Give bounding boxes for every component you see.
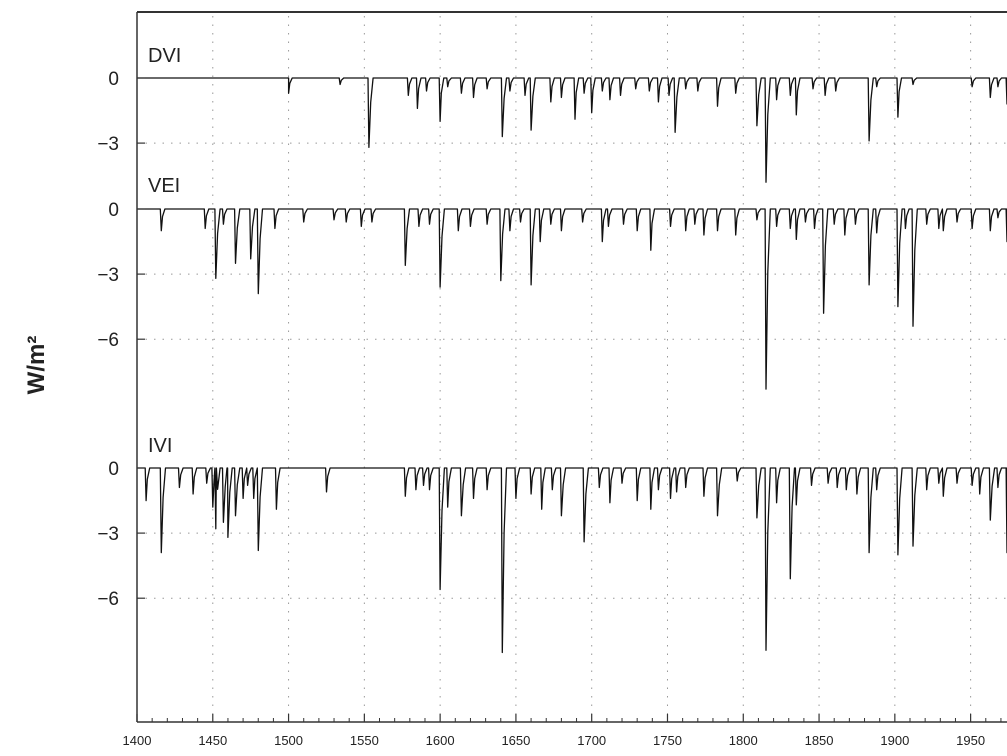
y-tick-label: −6 <box>97 589 119 610</box>
x-tick-label: 1500 <box>274 733 303 748</box>
x-tick-label: 1400 <box>123 733 152 748</box>
labels-layer: 1400 1450 1500 1550 1600 1650 1700 1750 1800 1850… <box>23 45 985 748</box>
y-tick-label: 0 <box>108 459 119 480</box>
x-tick-label: 1950 <box>956 733 985 748</box>
x-tick-label: 1700 <box>577 733 606 748</box>
x-tick-label: 1800 <box>729 733 758 748</box>
series-line-dvi <box>287 77 1007 183</box>
x-tick-label: 1750 <box>653 733 682 748</box>
x-tick-label: 1600 <box>426 733 455 748</box>
series-line-vei <box>137 208 1007 390</box>
y-tick-label: −3 <box>97 265 119 286</box>
x-tick-label: 1550 <box>350 733 379 748</box>
y-axis-label: W/m² <box>23 336 50 395</box>
x-tick-label: 1450 <box>198 733 227 748</box>
x-tick-label: 1900 <box>880 733 909 748</box>
y-tick-label: 0 <box>108 200 119 221</box>
x-tick-label: 1650 <box>501 733 530 748</box>
panel-name-vei: VEI <box>148 175 180 197</box>
y-tick-label: 0 <box>108 69 119 90</box>
y-tick-label: −6 <box>97 330 119 351</box>
gridlines <box>137 16 1007 722</box>
panel-name-dvi: DVI <box>148 45 181 67</box>
y-tick-label: −3 <box>97 524 119 545</box>
x-tick-label: 1850 <box>805 733 834 748</box>
axes <box>136 11 1007 723</box>
series-layer <box>137 77 1007 654</box>
y-tick-label: −3 <box>97 134 119 155</box>
series-line-ivi <box>137 467 1007 654</box>
panel-name-ivi: IVI <box>148 435 172 457</box>
